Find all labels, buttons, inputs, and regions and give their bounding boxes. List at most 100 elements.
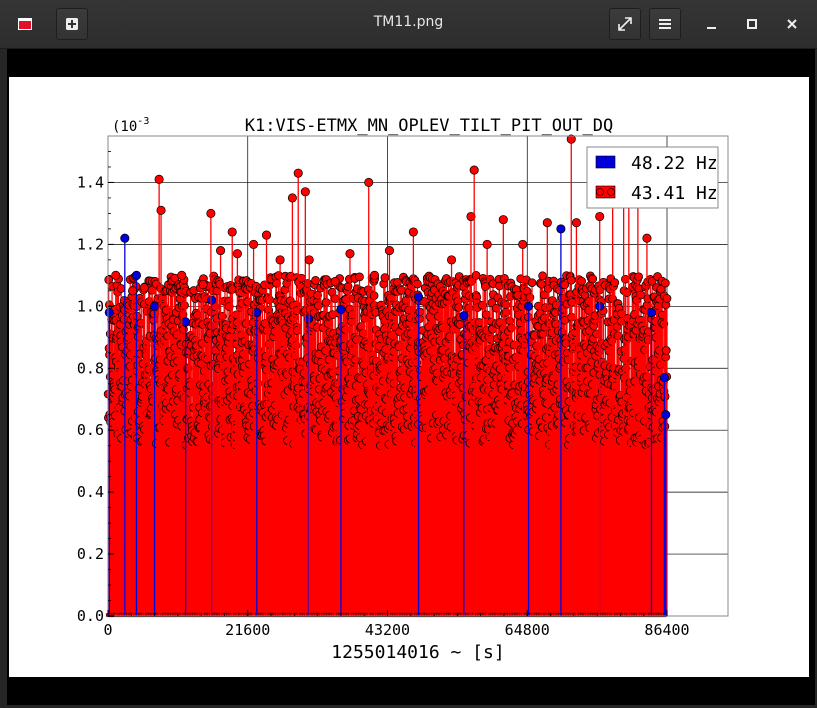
series-48-22-point [120, 233, 130, 243]
series-48-22-point [661, 410, 671, 420]
series-48-22-point [150, 301, 160, 311]
minimize-button[interactable] [700, 12, 724, 36]
band-point [588, 274, 598, 284]
app-menu-button[interactable] [8, 8, 40, 40]
band-point [481, 282, 490, 291]
band-point [455, 320, 465, 329]
series-43-41-point [642, 233, 652, 243]
series-43-41-point [571, 218, 581, 228]
band-point [610, 278, 620, 287]
band-point [313, 290, 322, 300]
close-icon [787, 19, 797, 29]
x-tick-label: 64800 [505, 621, 550, 639]
x-axis-label: 1255014016 ~ [s] [331, 642, 504, 663]
band-point [538, 271, 547, 281]
y-tick-label: 0.0 [77, 607, 104, 625]
series-43-41-point [408, 227, 418, 237]
series-43-41-point [216, 246, 226, 256]
y-tick-label: 0.8 [77, 359, 104, 377]
series-43-41-point [595, 211, 605, 222]
band-point [661, 346, 671, 355]
band-point [355, 272, 364, 282]
band-point [415, 307, 425, 317]
series-43-41-point [156, 205, 166, 215]
new-tab-button[interactable] [56, 8, 88, 40]
series-48-22-point [646, 307, 657, 318]
hamburger-menu-icon [659, 19, 671, 29]
series-43-41-point [300, 187, 310, 197]
maximize-button[interactable] [740, 12, 764, 36]
series-43-41-point [364, 177, 374, 188]
band-point [380, 273, 390, 282]
fullscreen-icon [618, 17, 632, 31]
series-43-41-point [249, 239, 259, 249]
band-point [311, 276, 320, 285]
series-48-22-point [459, 311, 469, 321]
series-43-41-point [498, 215, 508, 225]
x-tick-label: 86400 [644, 621, 689, 639]
series-43-41-point [128, 286, 138, 296]
minimize-icon [707, 27, 716, 29]
close-button[interactable] [780, 12, 804, 36]
x-tick-label: 43200 [365, 621, 410, 639]
series-43-41-point [447, 255, 457, 265]
series-43-41-point [304, 255, 314, 265]
legend: 48.22 Hz 43.41 Hz [586, 146, 719, 209]
series-48-22-point [181, 317, 191, 327]
series-43-41-point [261, 230, 272, 240]
image-canvas: 0.0 0.2 0.4 0.6 0.8 1.0 1.2 1.4 0 21600 43200 64800… [9, 77, 809, 677]
series-43-41-point [198, 280, 208, 290]
band-point [634, 272, 643, 282]
band-point [292, 326, 302, 335]
legend-label-43-41: 43.41 Hz [631, 183, 718, 204]
series-48-22-point [336, 304, 346, 314]
series-43-41-point [370, 270, 380, 280]
y-tick-label: 0.2 [77, 545, 104, 563]
series-43-41-point [287, 193, 297, 203]
series-43-41-point [206, 208, 216, 218]
series-43-41-point [227, 227, 237, 237]
x-tick-label: 0 [103, 621, 112, 639]
series-43-41-point [384, 246, 394, 256]
band-point [662, 294, 672, 303]
y-tick-label: 0.6 [77, 421, 104, 439]
band-point [525, 293, 535, 302]
y-exponent-label: (10-3 [112, 116, 149, 135]
series-48-22-point [556, 224, 566, 234]
chart: 0.0 0.2 0.4 0.6 0.8 1.0 1.2 1.4 0 21600 43200 64800… [77, 116, 729, 663]
menu-button[interactable] [649, 8, 681, 40]
series-43-41-point [469, 165, 479, 175]
band-point [272, 278, 281, 288]
series-43-41-point [275, 255, 285, 265]
band-point [292, 306, 302, 316]
band-point [343, 282, 353, 291]
series-43-41-point [330, 276, 340, 287]
series-43-41-point [518, 239, 528, 249]
series-43-41-point [111, 270, 121, 280]
series-48-22-point [414, 292, 424, 302]
fullscreen-button[interactable] [609, 8, 641, 40]
legend-label-48-22: 48.22 Hz [631, 153, 718, 174]
title-bar: TM11.png [0, 0, 817, 49]
series-48-22-point [131, 270, 142, 280]
band-point [413, 279, 422, 289]
series-43-41-point [177, 270, 187, 280]
window-title: TM11.png [373, 14, 444, 30]
series-43-41-point [542, 218, 552, 228]
series-43-41-point [293, 168, 303, 178]
series-43-41-point [345, 249, 355, 259]
series-43-41-point [154, 174, 164, 184]
band-point [577, 276, 586, 286]
maximize-icon [747, 19, 757, 29]
series-48-22-point [659, 372, 669, 383]
band-point [482, 310, 491, 320]
series-43-41-point [482, 239, 492, 249]
app-icon [18, 18, 32, 30]
y-tick-label: 1.4 [77, 173, 104, 191]
series-43-41-point [139, 283, 149, 293]
x-tick-label: 21600 [225, 621, 270, 639]
series-48-22-point [523, 301, 534, 311]
band-point [661, 278, 670, 288]
plus-icon [66, 18, 78, 30]
